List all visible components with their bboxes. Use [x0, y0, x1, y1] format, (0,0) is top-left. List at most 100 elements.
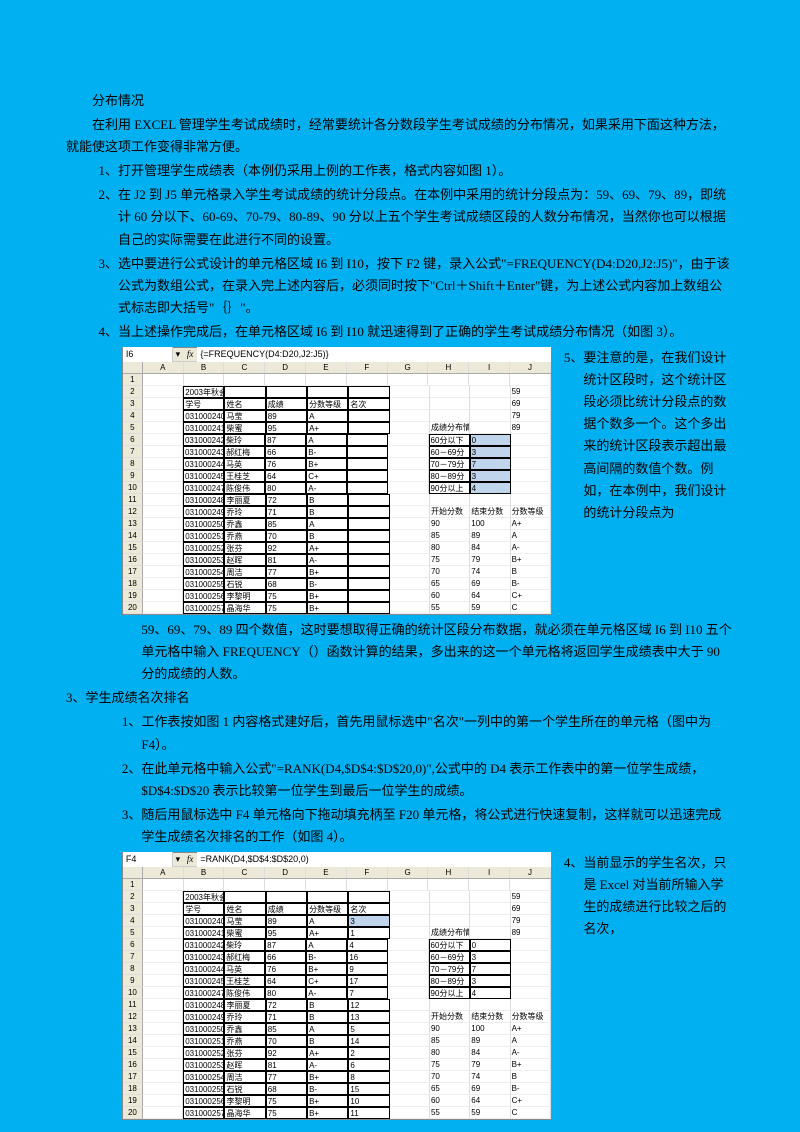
cell	[143, 903, 183, 915]
cell: 81	[266, 554, 307, 566]
col-header: F	[347, 867, 388, 878]
row-header: 1	[123, 879, 143, 891]
cell: 031000247	[183, 482, 224, 494]
cell: A+	[307, 1047, 348, 1059]
cell	[388, 987, 428, 999]
num: 2、	[122, 758, 142, 780]
cell	[390, 602, 430, 614]
cell: B-	[306, 951, 347, 963]
cell: 100	[470, 1023, 510, 1035]
cell	[348, 554, 389, 566]
cell	[143, 963, 183, 975]
cell: 031000250	[183, 518, 224, 530]
grid-row: 16031000253赵晖81A-67579B+	[123, 1059, 551, 1071]
cell: 95	[266, 927, 307, 939]
cell: 李丽夏	[224, 999, 265, 1011]
grid-row: 10031000247陈俊伟80A-790分以上4	[123, 987, 551, 999]
row-header: 20	[123, 1107, 143, 1119]
cell: 75	[430, 1059, 470, 1071]
cell: B-	[307, 578, 348, 590]
cell: 70	[430, 1071, 470, 1083]
cell	[388, 482, 428, 494]
grid-row: 18031000255石锐68B-6569B-	[123, 578, 551, 590]
row-header: 11	[123, 999, 143, 1011]
cell: 乔燕	[224, 1035, 265, 1047]
cell: 王桂芝	[224, 975, 265, 987]
cell: 2	[348, 1047, 389, 1059]
step3: 选中要进行公式设计的单元格区域 I6 到 I10，按下 F2 键，录入公式"=F…	[118, 256, 730, 315]
cell: 70	[266, 530, 307, 542]
cell: 80	[265, 482, 306, 494]
cell: 乔玲	[224, 506, 265, 518]
cell	[143, 506, 183, 518]
grid-rows: 122003年秋会计本科班成绩统计593学号姓名成绩分数等级名次69403100…	[123, 374, 551, 614]
grid-row: 15031000252张芬92A+28084A-	[123, 1047, 551, 1059]
grid-row: 14031000251乔燕70B8589A	[123, 530, 551, 542]
cell	[470, 903, 510, 915]
cell: C+	[306, 975, 347, 987]
grid-row: 16031000253赵晖81A-7579B+	[123, 554, 551, 566]
grid-row: 11031000248李丽夏72B12	[123, 999, 551, 1011]
cell: 85	[266, 518, 307, 530]
cell	[390, 927, 430, 939]
grid-row: 19031000256李黎明75B+6064C+	[123, 590, 551, 602]
cell: 4	[347, 939, 388, 951]
cell: 66	[265, 446, 306, 458]
cell: 柴蜜	[224, 927, 265, 939]
cell: 031000249	[183, 506, 224, 518]
cell: A+	[307, 927, 348, 939]
cell	[390, 1083, 430, 1095]
cell: 69	[511, 398, 551, 410]
row-header: 4	[123, 915, 143, 927]
grid-row: 15031000252张芬92A+8084A-	[123, 542, 551, 554]
cell: B-	[306, 446, 347, 458]
cell: 65	[430, 578, 470, 590]
cell: 031000243	[183, 951, 224, 963]
cell: B-	[307, 1083, 348, 1095]
cell: 马英	[224, 458, 265, 470]
grid-row: 5031000241柴蜜95A+1成绩分布情况89	[123, 927, 551, 939]
cell: B+	[307, 566, 348, 578]
cell	[390, 1071, 430, 1083]
cell	[347, 482, 388, 494]
row-header: 18	[123, 1083, 143, 1095]
step2: 在 J2 到 J5 单元格录入学生考试成绩的统计分段点。在本例中采用的统计分段点…	[118, 187, 726, 246]
cell: 赵晖	[224, 1059, 265, 1071]
cell: 80	[265, 987, 306, 999]
col-header: C	[224, 867, 265, 878]
cell: A+	[511, 1023, 551, 1035]
step-num: 2、	[99, 184, 119, 206]
cell: A	[511, 530, 551, 542]
row-header: 15	[123, 1047, 143, 1059]
cell: 72	[266, 494, 307, 506]
cell: 乔玲	[224, 1011, 265, 1023]
cell	[390, 554, 430, 566]
cell: 张芬	[224, 542, 265, 554]
cell: 71	[266, 506, 307, 518]
cell: 分数等级	[511, 1011, 551, 1023]
grid-row: 20031000257晶海华75B+115559C	[123, 1107, 551, 1119]
cell	[143, 446, 183, 458]
cell: 7	[470, 963, 511, 975]
cell: 64	[265, 470, 306, 482]
cell	[430, 903, 470, 915]
cell	[348, 578, 389, 590]
cell	[306, 374, 347, 386]
formula-bar: F4 ▾ fx =RANK(D4,$D$4:$D$20,0)	[123, 853, 551, 867]
grid-row: 20031000257晶海华75B+5559C	[123, 602, 551, 614]
cell: 13	[348, 1011, 389, 1023]
cell: C+	[511, 1095, 551, 1107]
cell: B+	[307, 590, 348, 602]
cell: 84	[470, 542, 510, 554]
cell	[143, 602, 183, 614]
cell: 89	[470, 1035, 510, 1047]
cell: 031000248	[183, 494, 224, 506]
cell	[390, 422, 430, 434]
grid-rows: 122003年秋会计本科班成绩统计593学号姓名成绩分数等级名次69403100…	[123, 879, 551, 1119]
cell: 学号	[183, 398, 224, 410]
cell: B	[511, 566, 551, 578]
cell	[390, 999, 430, 1011]
cell	[510, 879, 551, 891]
s3-2: 在此单元格中输入公式"=RANK(D4,$D$4:$D$20,0)",公式中的 …	[141, 761, 704, 798]
cell: 90	[430, 1023, 470, 1035]
